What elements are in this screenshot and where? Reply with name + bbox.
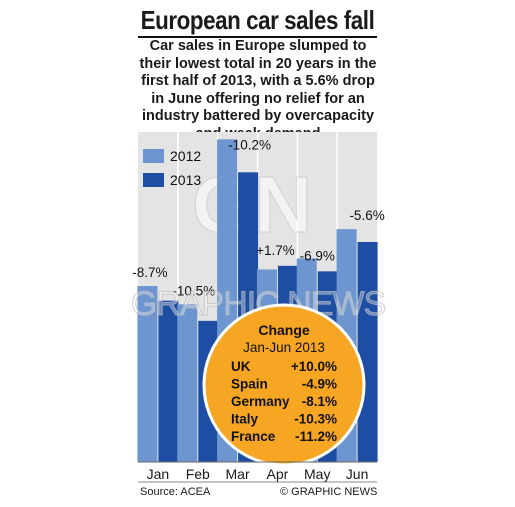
badge-country: Germany bbox=[231, 394, 290, 409]
x-tick-label: Mar bbox=[226, 466, 250, 482]
badge-value: -10.3% bbox=[294, 412, 337, 427]
x-tick-label: Apr bbox=[267, 466, 289, 482]
badge-value: -4.9% bbox=[302, 377, 337, 392]
subtitle-line: their lowest total in 20 years in the bbox=[139, 55, 377, 72]
bar-2012 bbox=[137, 286, 158, 462]
title-rule bbox=[138, 36, 377, 38]
badge-period: Jan-Jun 2013 bbox=[243, 340, 325, 355]
source-note: Source: ACEA bbox=[140, 486, 211, 498]
bar-2012 bbox=[177, 304, 198, 462]
bar-label: -8.7% bbox=[132, 265, 167, 280]
x-tick-label: May bbox=[304, 466, 330, 482]
bar-label: -5.6% bbox=[349, 208, 384, 223]
bar-label: -10.2% bbox=[228, 137, 271, 152]
bar-label: -10.5% bbox=[172, 283, 215, 298]
badge-value: -8.1% bbox=[302, 394, 337, 409]
badge-country: UK bbox=[231, 359, 251, 374]
legend-label-2013: 2013 bbox=[170, 172, 201, 188]
chart-title: European car sales fall bbox=[140, 5, 375, 35]
bar-2013 bbox=[357, 242, 378, 462]
bar-label: -6.9% bbox=[300, 249, 335, 264]
x-tick-label: Jan bbox=[147, 466, 170, 482]
badge-title: Change bbox=[258, 322, 310, 338]
badge-country: Italy bbox=[231, 412, 259, 427]
badge-country: Spain bbox=[231, 377, 268, 392]
badge-value: +10.0% bbox=[291, 359, 337, 374]
subtitle-line: Car sales in Europe slumped to bbox=[149, 38, 367, 54]
bar-2013 bbox=[158, 300, 179, 462]
credit-note: © GRAPHIC NEWS bbox=[280, 486, 378, 498]
badge-value: -11.2% bbox=[295, 429, 337, 444]
badge-country: France bbox=[231, 429, 276, 444]
subtitle-line: industry battered by overcapacity bbox=[141, 108, 375, 124]
subtitle-line: first half of 2013, with a 5.6% drop bbox=[141, 73, 375, 89]
bar-label: +1.7% bbox=[256, 243, 295, 258]
change-badge bbox=[202, 303, 366, 467]
legend-label-2012: 2012 bbox=[170, 148, 201, 164]
x-tick-label: Feb bbox=[186, 466, 210, 482]
x-tick-label: Jun bbox=[346, 466, 369, 482]
subtitle-line: in June offering no relief for an bbox=[151, 90, 365, 107]
legend-swatch-2013 bbox=[143, 173, 164, 187]
legend-swatch-2012 bbox=[143, 149, 164, 163]
